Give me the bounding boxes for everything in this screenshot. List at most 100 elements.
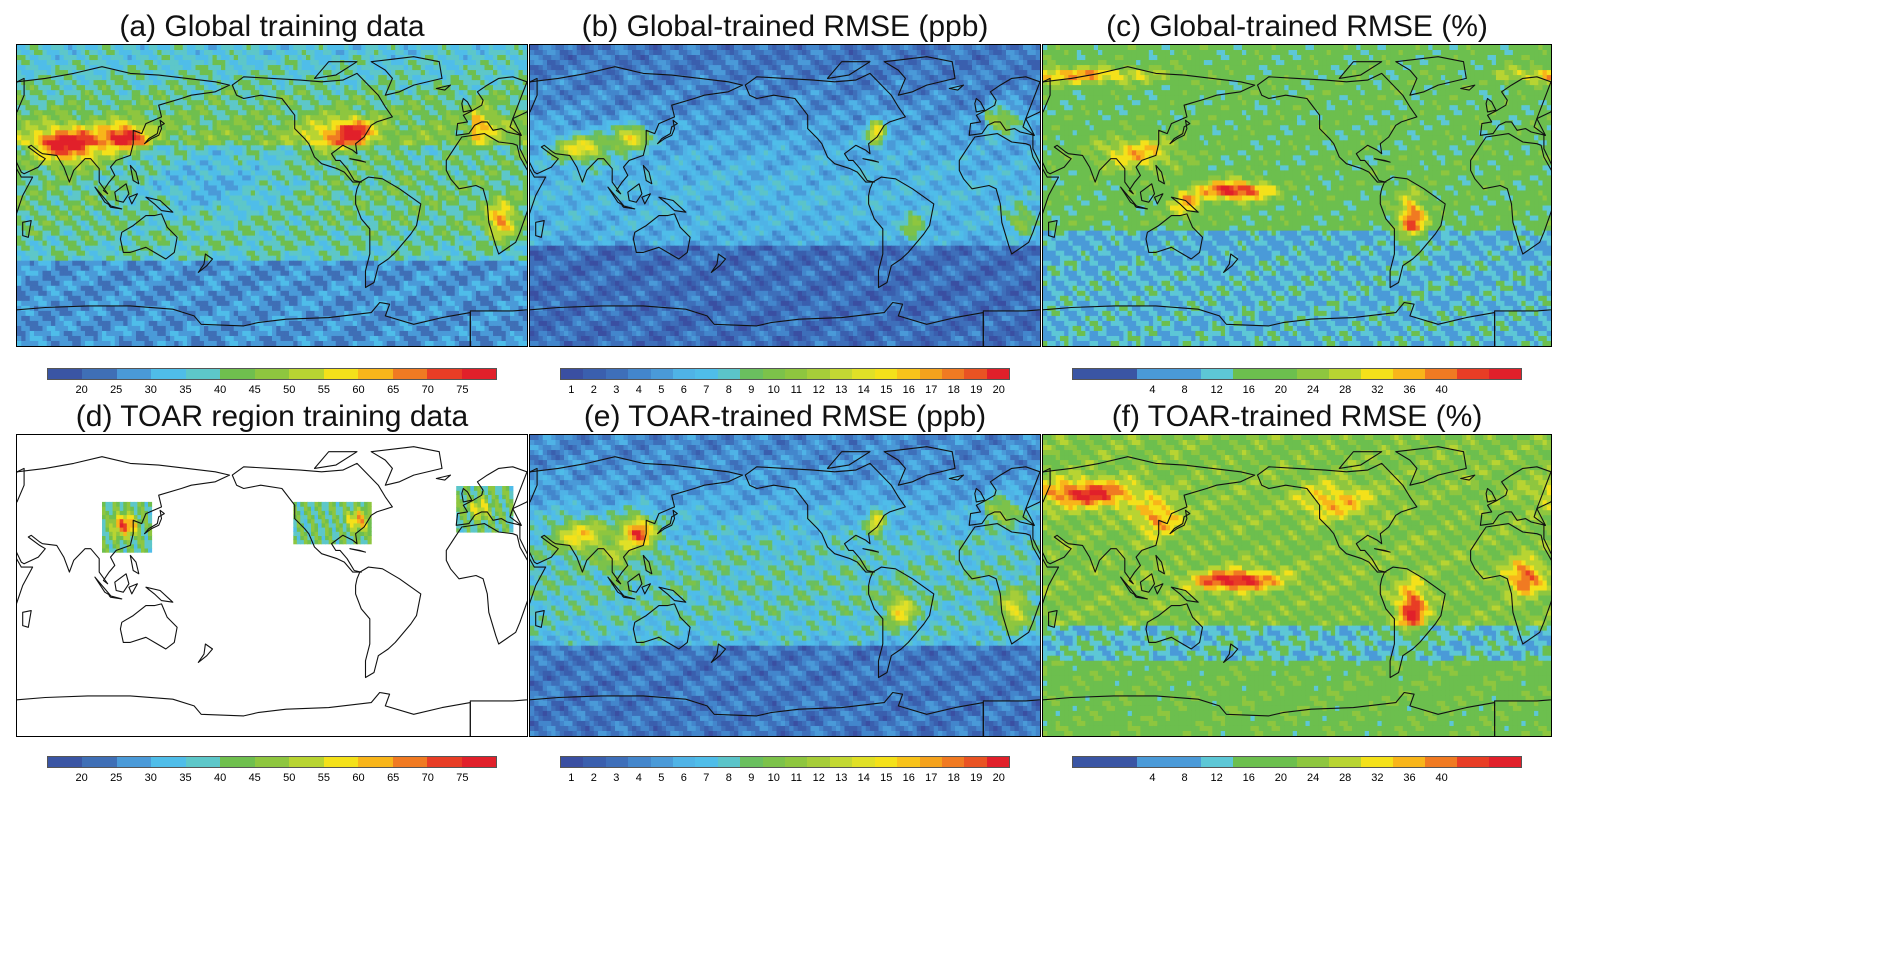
field-cell	[471, 225, 477, 232]
field-cell	[450, 200, 456, 207]
field-cell	[437, 150, 443, 156]
field-cell	[187, 210, 192, 217]
field-cell	[459, 110, 464, 116]
field-cell	[68, 100, 73, 106]
field-cell	[425, 70, 430, 76]
field-cell	[191, 175, 197, 182]
field-cell	[471, 115, 477, 121]
field-cell	[522, 105, 527, 111]
field-cell	[267, 150, 273, 156]
field-cell	[242, 90, 248, 96]
field-cell	[514, 150, 520, 156]
field-cell	[238, 200, 243, 207]
field-cell	[93, 120, 99, 126]
field-cell	[153, 185, 158, 192]
field-cell	[378, 85, 384, 91]
field-cell	[420, 50, 426, 56]
field-cell	[199, 245, 205, 252]
field-cell	[310, 80, 316, 86]
field-cell	[514, 245, 520, 252]
field-cell	[29, 130, 35, 136]
field-cell	[110, 50, 116, 56]
field-cell	[178, 70, 184, 76]
field-cell	[102, 120, 107, 126]
field-cell	[293, 235, 299, 242]
field-cell	[263, 140, 269, 146]
field-cell	[450, 45, 456, 51]
field-cell	[437, 245, 443, 252]
field-cell	[284, 180, 290, 187]
field-cell	[170, 155, 175, 161]
field-cell	[314, 85, 320, 91]
field-cell	[314, 235, 320, 242]
field-cell	[144, 150, 150, 156]
field-cell	[102, 75, 107, 81]
field-cell	[51, 240, 56, 247]
field-cell	[72, 220, 78, 227]
field-cell	[476, 105, 481, 111]
field-cell	[102, 250, 107, 257]
field-cell	[493, 195, 498, 202]
field-cell	[119, 220, 124, 227]
field-cell	[199, 240, 205, 247]
field-cell	[425, 165, 430, 172]
field-cell	[361, 130, 367, 136]
field-cell	[153, 225, 158, 232]
field-cell	[386, 190, 392, 197]
field-cell	[191, 70, 197, 76]
field-cell	[272, 230, 277, 237]
field-cell	[284, 170, 290, 177]
field-cell	[233, 150, 239, 156]
field-cell	[25, 215, 31, 222]
field-cell	[34, 110, 39, 116]
field-cell	[246, 165, 252, 172]
field-cell	[425, 135, 430, 141]
field-cell	[297, 90, 303, 96]
field-cell	[68, 205, 73, 212]
field-cell	[459, 200, 464, 207]
field-cell	[216, 225, 222, 232]
field-cell	[246, 125, 252, 131]
field-cell	[293, 205, 299, 212]
field-cell	[369, 45, 375, 51]
field-cell	[518, 170, 524, 177]
field-cell	[165, 215, 171, 222]
field-cell	[289, 210, 294, 217]
field-cell	[165, 250, 171, 257]
field-cell	[399, 195, 405, 202]
field-cell	[46, 140, 52, 146]
field-cell	[391, 200, 396, 207]
field-cell	[144, 235, 150, 242]
field-cell	[263, 130, 269, 136]
field-cell	[327, 105, 333, 111]
field-cell	[289, 85, 294, 91]
field-cell	[204, 185, 209, 192]
field-cell	[216, 70, 222, 76]
field-cell	[391, 230, 396, 237]
field-cell	[314, 95, 320, 101]
field-cell	[34, 60, 39, 66]
field-cell	[170, 135, 175, 141]
field-cell	[425, 105, 430, 111]
field-cell	[187, 135, 192, 141]
field-cell	[484, 195, 490, 202]
field-cell	[459, 55, 464, 61]
field-cell	[182, 125, 188, 131]
field-cell	[348, 70, 354, 76]
field-cell	[442, 245, 447, 252]
field-cell	[46, 105, 52, 111]
field-cell	[263, 85, 269, 91]
field-cell	[42, 165, 48, 172]
field-cell	[29, 195, 35, 202]
field-cell	[238, 240, 243, 247]
field-cell	[195, 150, 201, 156]
field-cell	[378, 235, 384, 242]
field-cell	[140, 170, 146, 177]
field-cell	[331, 240, 337, 247]
field-cell	[318, 170, 324, 177]
field-cell	[306, 150, 311, 156]
field-cell	[361, 170, 367, 177]
field-cell	[255, 160, 260, 166]
field-cell	[38, 110, 44, 116]
field-cell	[386, 215, 392, 222]
